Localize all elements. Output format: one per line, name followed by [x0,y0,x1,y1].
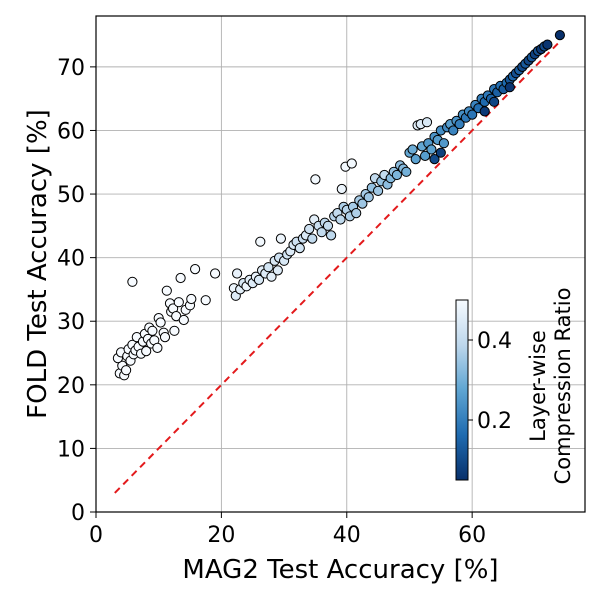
x-tick-label: 40 [333,523,361,548]
data-point [420,150,431,161]
data-point [255,236,266,247]
y-tick-label: 10 [57,437,85,462]
colorbar-gradient [455,299,469,481]
data-point [335,214,346,225]
colorbar-tick-label: 0.2 [477,409,512,434]
data-point [141,346,152,357]
y-tick-label: 60 [57,119,85,144]
data-point [200,295,211,306]
data-point [152,342,163,353]
colorbar-label: Layer-wiseCompression Ratio [526,288,575,485]
data-point [448,125,459,136]
data-point [186,293,197,305]
plot-frame [95,15,586,513]
data-point [232,268,243,279]
y-tick-label: 0 [71,501,85,526]
data-point [351,208,362,219]
data-point [401,166,412,177]
data-point [336,183,347,195]
x-tick-label: 60 [458,523,486,548]
data-point [127,276,138,287]
colorbar-tick-label: 0.4 [477,329,512,354]
y-tick-label: 40 [57,247,85,272]
data-point [159,332,171,343]
x-tick-label: 0 [89,523,103,548]
y-tick-label: 70 [57,56,85,81]
data-point [429,154,440,165]
y-tick-label: 30 [57,310,85,335]
data-point [479,106,490,117]
data-point [161,285,172,296]
data-point [275,233,286,244]
data-point [326,230,337,241]
data-point [121,365,132,376]
data-point [263,262,274,273]
data-point [210,268,221,279]
data-point [410,154,421,165]
grid-lines [95,16,585,513]
data-point [294,243,305,254]
y-axis-ticks: 0 10 20 30 40 50 60 70 [57,56,96,526]
data-point [178,314,189,326]
data-point [307,233,318,244]
data-point [407,144,418,155]
data-point [504,82,515,93]
x-axis-label: MAG2 Test Accuracy [%] [182,555,498,585]
data-point [467,109,478,120]
data-point [304,223,315,235]
data-point [266,271,277,282]
data-point [454,119,465,130]
data-point [316,227,327,238]
data-point [155,317,166,328]
data-point [391,169,402,181]
data-point [435,147,446,158]
data-point [346,158,357,169]
y-axis-label: FOLD Test Accuracy [%] [23,109,53,419]
data-point [426,144,437,155]
data-point [147,325,158,336]
data-point [253,274,265,285]
data-point [272,265,283,276]
data-point [357,198,368,209]
data-point [175,272,186,284]
data-point [438,138,449,149]
data-point [173,297,184,308]
identity-reference-line [114,40,561,494]
data-point [542,39,553,50]
data-point [190,264,201,275]
data-point [169,325,180,336]
data-point [421,117,433,128]
x-axis-ticks: 0 20 40 60 [89,512,486,548]
data-point [363,192,374,203]
data-point [310,174,321,185]
scatter-points [112,29,566,381]
colorbar: 0.2 0.4 Layer-wiseCompression Ratio [455,288,575,485]
colorbar-ticks: 0.2 0.4 [468,329,512,434]
data-point [489,96,500,107]
data-point [554,29,566,41]
data-point [373,185,384,196]
y-tick-label: 50 [57,183,85,208]
data-point [322,220,334,231]
x-tick-label: 20 [207,523,235,548]
y-tick-label: 20 [57,374,85,399]
